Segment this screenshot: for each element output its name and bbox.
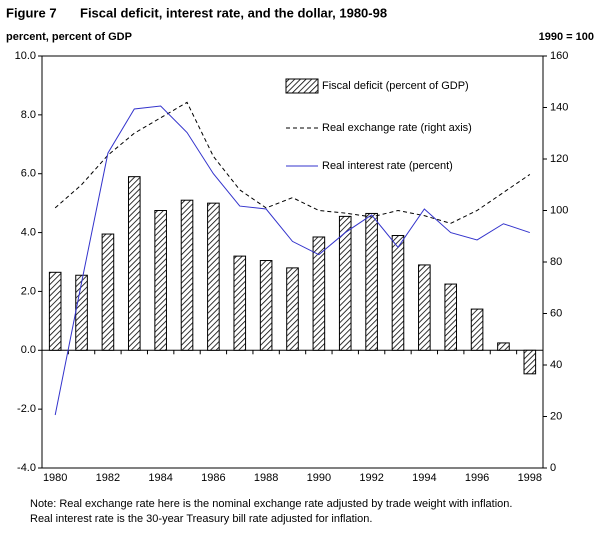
y2-tick-label: 80 [550, 256, 562, 268]
figure-label: Figure 7 [6, 5, 57, 20]
y-tick-label: -4.0 [17, 462, 36, 474]
data-line [54, 105, 530, 416]
x-tick-label: 1992 [359, 472, 383, 484]
x-tick-label: 1980 [43, 472, 67, 484]
bar [207, 202, 220, 351]
bar [497, 342, 510, 351]
y2-tick-label: 120 [550, 153, 568, 165]
x-tick-label: 1994 [412, 472, 436, 484]
y2-tick-label: 20 [550, 410, 562, 422]
y2-tick-label: 60 [550, 307, 562, 319]
bar [444, 283, 458, 351]
legend-label: Real exchange rate (right axis) [322, 122, 472, 134]
note: Note: Real exchange rate here is the nom… [30, 498, 512, 510]
y2-tick-label: 100 [550, 204, 568, 216]
bar [259, 260, 273, 351]
y2-tick-label: 140 [550, 101, 568, 113]
bar [101, 233, 115, 351]
y-tick-label: -2.0 [17, 403, 36, 415]
x-tick-label: 1988 [254, 472, 278, 484]
legend-swatch [285, 78, 319, 94]
bar [523, 349, 537, 375]
bar [338, 215, 352, 351]
bar [312, 236, 326, 351]
y-axis-label: percent, percent of GDP [6, 31, 132, 43]
y-tick-label: 0.0 [21, 344, 36, 356]
bar [75, 274, 88, 351]
y2-tick-label: 0 [550, 462, 556, 474]
bar [233, 255, 247, 351]
bar [48, 271, 62, 351]
y2-tick-label: 40 [550, 359, 562, 371]
note: Real interest rate is the 30-year Treasu… [30, 513, 372, 525]
x-tick-label: 1996 [465, 472, 489, 484]
bar [154, 210, 167, 351]
plot-frame [41, 55, 544, 469]
legend-label: Real interest rate (percent) [322, 160, 453, 172]
y-tick-label: 8.0 [21, 109, 36, 121]
bar [127, 176, 141, 351]
x-tick-label: 1990 [307, 472, 331, 484]
x-tick-label: 1982 [96, 472, 120, 484]
x-tick-label: 1998 [518, 472, 542, 484]
x-tick-label: 1986 [201, 472, 225, 484]
y-tick-label: 2.0 [21, 285, 36, 297]
bar [365, 212, 378, 351]
y2-axis-label: 1990 = 100 [539, 31, 594, 43]
bar [418, 264, 431, 351]
y-tick-label: 10.0 [15, 50, 36, 62]
bar [286, 267, 299, 351]
y-tick-label: 4.0 [21, 226, 36, 238]
bar [391, 235, 405, 351]
data-line [54, 101, 531, 224]
bar [180, 199, 194, 351]
y2-tick-label: 160 [550, 50, 568, 62]
chart-title: Fiscal deficit, interest rate, and the d… [80, 5, 387, 20]
bar [470, 308, 484, 351]
x-tick-label: 1984 [148, 472, 172, 484]
y-tick-label: 6.0 [21, 168, 36, 180]
legend-label: Fiscal deficit (percent of GDP) [322, 80, 469, 92]
